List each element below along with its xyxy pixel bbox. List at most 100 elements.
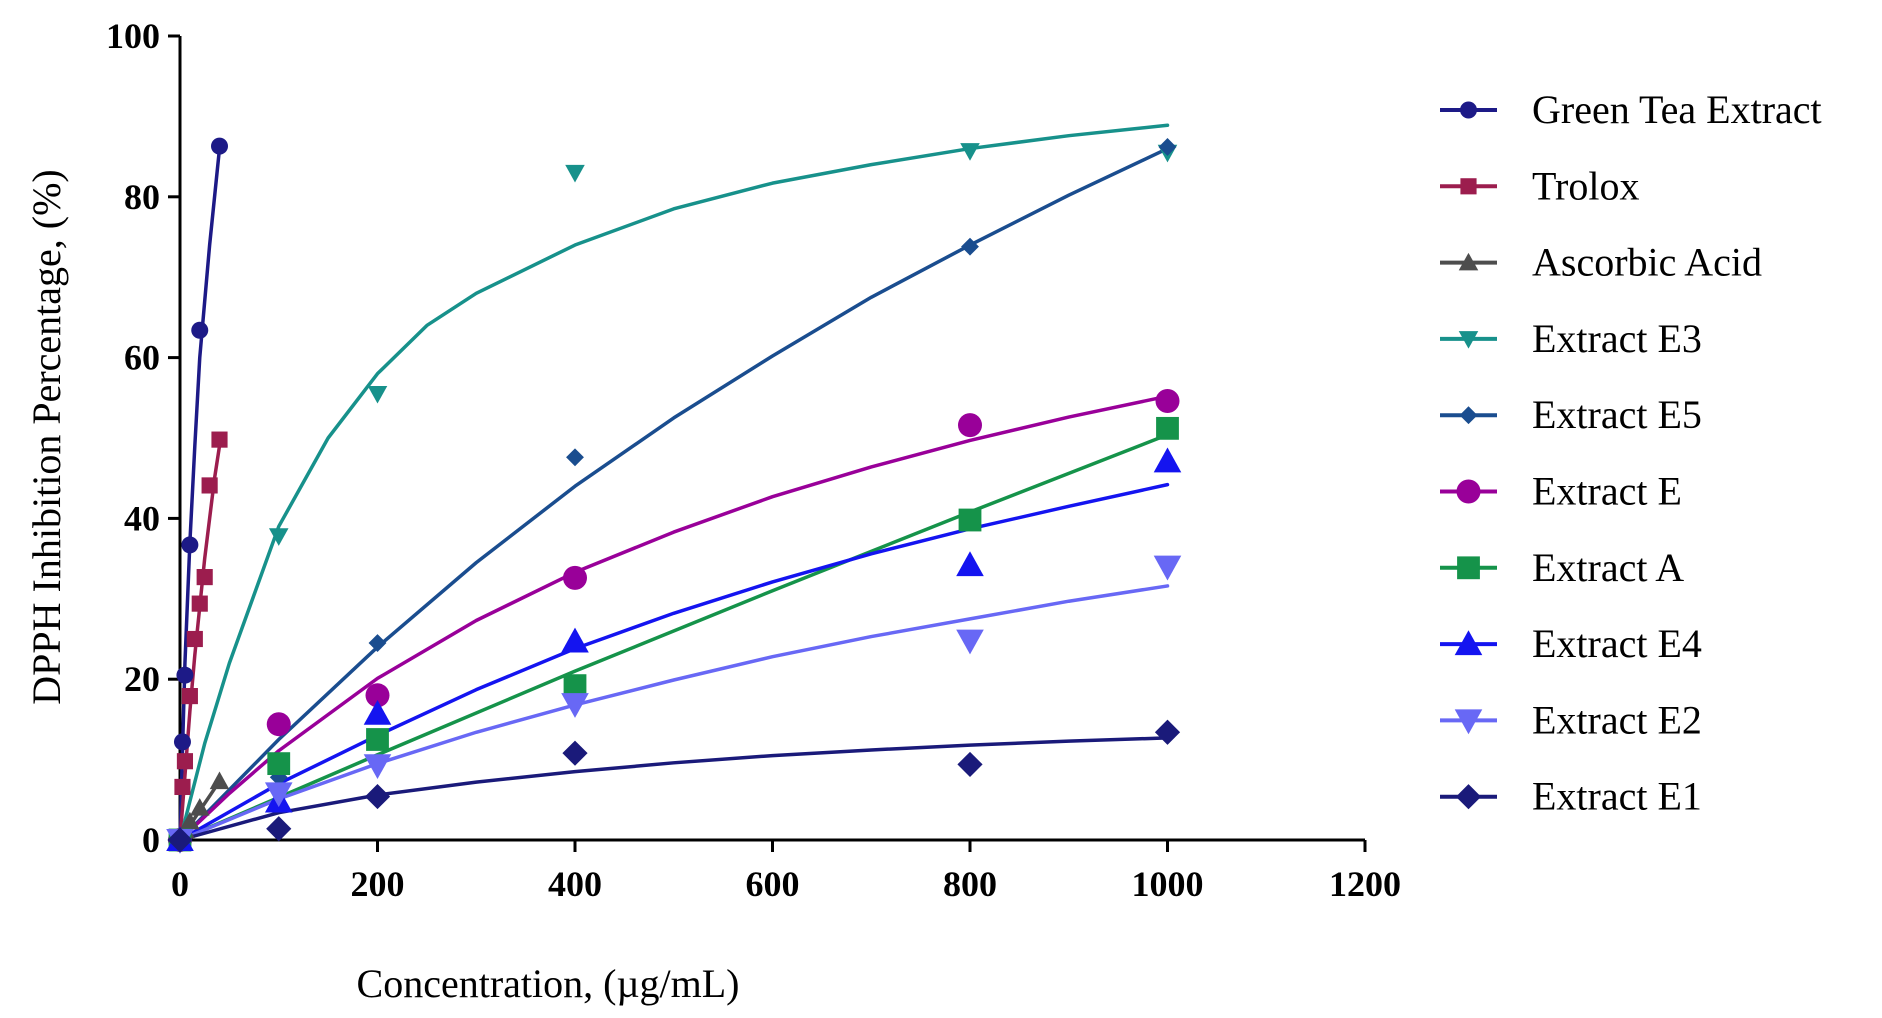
green-tea-extract-point: [181, 536, 199, 554]
extract-e1-point: [957, 751, 983, 778]
ascorbic-acid-point: [189, 798, 210, 816]
extract-e4-point: [561, 627, 589, 653]
x-tick-label: 800: [943, 864, 997, 904]
extract-a-point: [958, 508, 982, 532]
legend-marker: [1454, 630, 1483, 656]
legend-marker: [1460, 101, 1477, 119]
axes: [178, 36, 1365, 842]
extract-e-point: [958, 413, 982, 438]
legend-item-trolox: Trolox: [1440, 163, 1639, 208]
ascorbic-acid-point: [180, 811, 200, 830]
extract-e1-point: [364, 783, 391, 810]
extract-e-point: [563, 565, 587, 590]
extract-e4-point: [1153, 447, 1182, 473]
extract-e2-point: [1153, 555, 1182, 581]
extract-e4-point: [363, 699, 392, 725]
legend-marker: [1459, 406, 1478, 425]
legend-label: Extract E1: [1532, 774, 1702, 819]
legend-label: Green Tea Extract: [1532, 87, 1822, 132]
extract-e3-point: [268, 528, 289, 546]
x-tick-label: 1200: [1329, 864, 1401, 904]
y-tick-label: 100: [106, 16, 160, 56]
trolox-point: [211, 431, 228, 448]
legend-marker: [1458, 252, 1479, 271]
legend-marker: [1454, 709, 1483, 735]
extract-e1-point: [167, 827, 193, 853]
extract-e-point: [1155, 389, 1180, 414]
x-tick-label: 0: [171, 864, 189, 904]
y-tick-label: 0: [142, 820, 160, 860]
green-tea-extract-point: [211, 137, 228, 155]
x-tick-label: 400: [548, 864, 602, 904]
y-tick-label: 80: [124, 177, 160, 217]
green-tea-extract-point: [173, 733, 191, 751]
data-points: [166, 137, 1182, 854]
legend-label: Extract E4: [1532, 621, 1702, 666]
legend-item-extract-e5: Extract E5: [1440, 392, 1702, 437]
x-tick-label: 600: [746, 864, 800, 904]
y-tick-label: 40: [124, 498, 160, 538]
legend-label: Extract A: [1532, 545, 1684, 590]
legend-marker: [1456, 479, 1481, 504]
extract-e4-point: [956, 551, 984, 577]
extract-e3-point: [565, 164, 585, 183]
y-tick-label: 60: [124, 338, 160, 378]
y-axis-title: DPPH Inhibition Percentage, (%): [24, 169, 69, 704]
legend-item-extract-a: Extract A: [1440, 545, 1684, 590]
green-tea-extract-point: [191, 321, 209, 339]
x-tick-label: 1000: [1132, 864, 1204, 904]
trolox-point: [186, 630, 203, 648]
legend-item-extract-e1: Extract E1: [1440, 774, 1702, 819]
legend-marker: [1455, 784, 1482, 810]
extract-e-point: [365, 683, 390, 708]
extract-e1-point: [266, 816, 292, 842]
fit-curves: [178, 123, 1170, 842]
legend-label: Extract E5: [1532, 392, 1702, 437]
legend-label: Extract E2: [1532, 697, 1702, 742]
extract-a-fit-line: [178, 433, 1170, 842]
legend-item-ascorbic-acid: Ascorbic Acid: [1440, 240, 1762, 285]
legend-label: Extract E: [1532, 469, 1682, 514]
trolox-point: [174, 778, 191, 796]
trolox-point: [201, 477, 218, 494]
green-tea-extract-point: [176, 666, 194, 684]
extract-e5-point: [961, 237, 979, 256]
legend-item-extract-e2: Extract E2: [1440, 697, 1702, 742]
extract-e4-fit-line: [178, 482, 1170, 842]
legend-label: Extract E3: [1532, 316, 1702, 361]
extract-e2-point: [956, 629, 984, 655]
ascorbic-acid-point: [209, 771, 230, 790]
green-tea-extract-fit-line: [178, 146, 222, 842]
legend-item-green-tea-extract: Green Tea Extract: [1440, 87, 1822, 132]
tick-marks: [168, 34, 1367, 852]
extract-e3-point: [367, 385, 388, 404]
extract-e1-fit-line: [178, 736, 1170, 842]
extract-e2-point: [264, 782, 293, 808]
extract-e5-point: [368, 634, 387, 652]
extract-e2-fit-line: [178, 584, 1170, 842]
extract-e-point: [266, 712, 291, 737]
y-tick-label: 20: [124, 659, 160, 699]
extract-a-point: [267, 752, 291, 776]
tick-labels: 0 200 400 600 800 1000 1200 0 20 40 60 80 100: [106, 16, 1401, 904]
legend-item-extract-e3: Extract E3: [1440, 316, 1702, 361]
legend-marker: [1457, 556, 1480, 580]
extract-e1-point: [1154, 719, 1181, 745]
trolox-point: [181, 688, 198, 705]
extract-e3-point: [960, 143, 980, 161]
extract-e5-point: [566, 448, 584, 467]
extract-e1-point: [562, 740, 588, 766]
extract-e5-fit-line: [178, 146, 1170, 842]
x-axis-title: Concentration, (µg/mL): [357, 961, 740, 1006]
extract-a-point: [1156, 416, 1179, 440]
legend-label: Trolox: [1532, 163, 1639, 208]
extract-e2-point: [561, 693, 589, 718]
legend-label: Ascorbic Acid: [1532, 240, 1762, 285]
x-tick-label: 200: [351, 864, 405, 904]
extract-e2-point: [363, 754, 392, 780]
extract-e3-fit-line: [178, 123, 1170, 842]
extract-a-point: [563, 674, 587, 698]
trolox-point: [196, 569, 213, 586]
extract-a-point: [366, 728, 389, 751]
